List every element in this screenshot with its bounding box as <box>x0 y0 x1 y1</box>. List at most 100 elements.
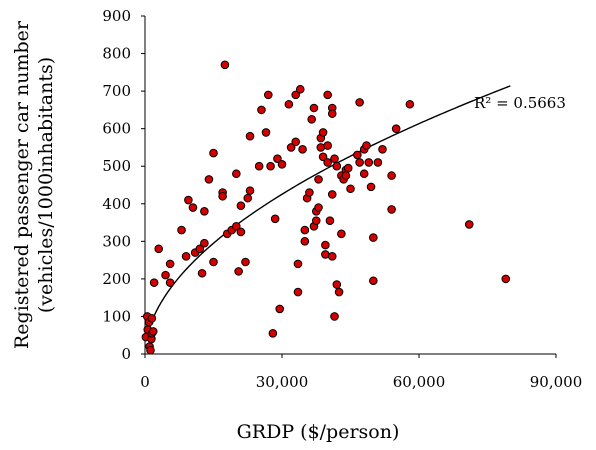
data-point <box>318 152 328 162</box>
data-point <box>321 240 330 250</box>
data-point <box>241 257 250 267</box>
trendline <box>145 85 511 341</box>
x-tick-label: 30,000 <box>256 373 309 391</box>
data-point <box>268 329 278 338</box>
data-point <box>146 345 155 355</box>
data-point <box>362 141 371 150</box>
y-tick-label: 200 <box>102 270 131 288</box>
data-point <box>387 205 396 214</box>
data-point <box>245 131 255 141</box>
axes: 0 100 200 300 400 500 600 700 800 900 0 30,000 60,00… <box>102 7 582 391</box>
data-point <box>293 287 303 297</box>
data-point <box>149 278 159 287</box>
y-tick-label: 500 <box>102 157 131 175</box>
data-point <box>318 128 328 137</box>
data-point <box>378 145 387 154</box>
data-point <box>353 150 362 160</box>
y-tick-label: 0 <box>121 345 131 363</box>
data-point <box>501 274 511 284</box>
data-point <box>323 141 332 150</box>
y-axis-title-line1: Registered passenger car number <box>11 20 33 349</box>
data-point <box>327 109 337 118</box>
data-point <box>266 161 275 171</box>
data-point <box>245 186 255 195</box>
data-point <box>391 124 401 133</box>
data-point <box>195 244 205 254</box>
data-point <box>369 276 378 286</box>
data-point <box>148 327 158 336</box>
data-point <box>343 163 353 173</box>
data-point <box>236 201 246 210</box>
data-point <box>177 225 186 235</box>
data-point <box>232 169 241 179</box>
data-point <box>243 193 253 203</box>
data-point <box>323 90 332 100</box>
data-point <box>291 137 301 147</box>
data-points <box>141 60 511 355</box>
y-axis-title-line2: (vehicles/1000inhabitants) <box>35 57 57 313</box>
data-point <box>286 143 296 152</box>
data-point <box>300 225 310 235</box>
data-point <box>204 175 214 184</box>
data-point <box>314 175 323 184</box>
data-point <box>366 182 376 192</box>
y-tick-label: 100 <box>102 307 131 325</box>
data-point <box>188 203 198 212</box>
data-point <box>209 257 218 267</box>
data-point <box>327 252 337 261</box>
x-tick-label: 90,000 <box>530 373 583 391</box>
data-point <box>293 259 303 269</box>
data-point <box>261 128 271 137</box>
data-point <box>373 158 383 167</box>
data-point <box>332 161 342 171</box>
data-point <box>284 99 294 109</box>
data-point <box>325 216 335 225</box>
y-tick-label: 900 <box>102 7 131 25</box>
data-point <box>337 229 346 239</box>
data-point <box>309 103 319 113</box>
y-tick-label: 700 <box>102 82 131 100</box>
data-point <box>220 60 230 70</box>
y-axis-title: Registered passenger car number (vehicle… <box>11 20 57 349</box>
data-point <box>200 238 209 248</box>
data-point <box>334 287 344 297</box>
x-axis-title: GRDP ($/person) <box>237 421 400 443</box>
data-point <box>295 84 305 94</box>
data-point <box>232 222 241 231</box>
data-point <box>364 158 374 167</box>
data-point <box>298 145 307 154</box>
data-point <box>330 312 339 321</box>
data-point <box>264 90 273 100</box>
data-point <box>154 244 163 254</box>
data-point <box>165 259 175 269</box>
data-point <box>273 154 282 164</box>
data-point <box>346 184 355 194</box>
data-point <box>330 154 339 164</box>
data-point <box>209 148 218 158</box>
y-tick-label: 400 <box>102 195 131 213</box>
data-point <box>147 314 157 323</box>
x-tick-label: 60,000 <box>393 373 446 391</box>
data-point <box>277 160 287 169</box>
data-point <box>218 191 227 201</box>
data-point <box>307 114 316 124</box>
data-point <box>165 278 175 287</box>
data-point <box>464 220 474 229</box>
data-point <box>234 267 243 276</box>
data-point <box>291 90 301 100</box>
data-point <box>257 105 266 115</box>
data-point <box>387 171 396 180</box>
data-point <box>341 171 351 180</box>
data-point <box>161 270 170 280</box>
data-point <box>200 206 209 216</box>
x-tick-label: 0 <box>140 373 150 391</box>
data-point <box>314 203 323 212</box>
data-point <box>305 188 314 197</box>
r-squared-annotation: R² = 0.5663 <box>474 94 566 112</box>
data-point <box>355 158 364 167</box>
data-point <box>327 190 337 199</box>
data-point <box>405 99 415 109</box>
data-point <box>181 252 191 261</box>
data-point <box>323 158 332 167</box>
data-point <box>270 214 280 224</box>
